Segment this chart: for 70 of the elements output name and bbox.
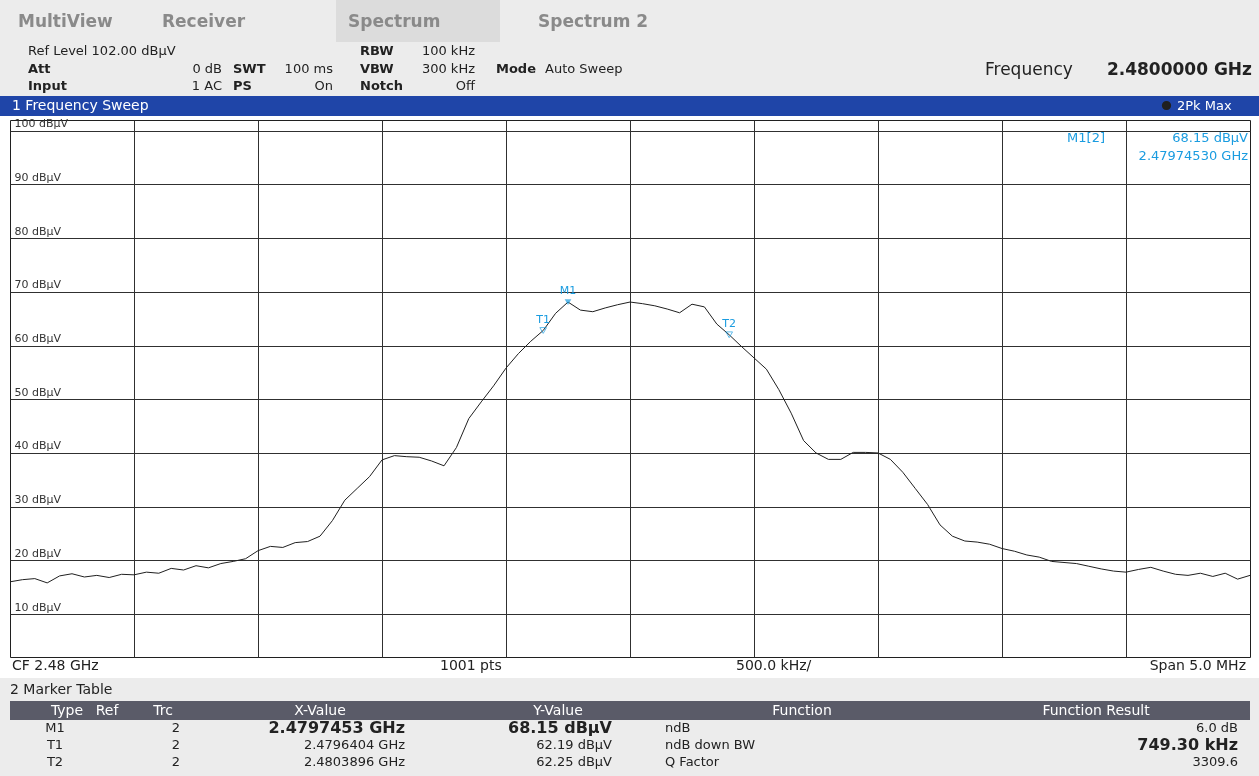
data-label: T2 [721, 316, 737, 330]
text: 2.4796404 GHz [303, 737, 406, 752]
text: Y-Value [532, 702, 583, 718]
text: Input [28, 78, 67, 93]
y-tick-label: 100 dBµV [14, 117, 69, 131]
text: 3309.6 [1192, 754, 1238, 769]
text: 300 kHz [421, 61, 476, 76]
annotation: CF 2.48 GHz [12, 657, 99, 673]
text: 2 [171, 754, 181, 769]
text: 2.4803896 GHz [303, 754, 406, 769]
text: X-Value [294, 702, 346, 718]
text: 0 dB [192, 61, 222, 76]
y-tick-label: 50 dBµV [14, 385, 62, 399]
text: Function Result [1042, 702, 1151, 718]
y-tick-label: 90 dBµV [14, 170, 62, 184]
text: VBW [360, 61, 394, 76]
text: Q Factor [665, 754, 720, 769]
annotation: 68.15 dBµV [1172, 130, 1249, 145]
text: On [314, 78, 333, 93]
text: 2 [171, 737, 181, 752]
text: 100 kHz [421, 43, 476, 58]
text: MultiView [18, 11, 114, 31]
text: RBW [360, 43, 394, 58]
y-tick-label: 10 dBµV [14, 600, 62, 614]
text: Trc [152, 702, 173, 718]
text: Ref Level 102.00 dBµV [28, 43, 176, 58]
annotation: M1[2] [1067, 130, 1105, 145]
text: Frequency [985, 59, 1073, 79]
text: 62.25 dBµV [536, 754, 613, 769]
chart-title: 1 Frequency Sweep [12, 97, 149, 113]
text: 2 Marker Table [10, 681, 113, 697]
text: 749.30 kHz [1137, 735, 1238, 754]
annotation: 500.0 kHz/ [736, 657, 812, 673]
text: Function [772, 702, 832, 718]
annotation: 1001 pts [440, 657, 502, 673]
text: 2.4797453 GHz [268, 718, 405, 737]
text: 6.0 dB [1196, 720, 1238, 735]
text: Type [49, 702, 84, 718]
text: 1 AC [191, 78, 222, 93]
y-tick-label: 40 dBµV [14, 439, 62, 453]
text: Auto Sweep [545, 61, 623, 76]
text: Att [28, 61, 51, 76]
text: Notch [360, 78, 403, 93]
text: 2.4800000 GHz [1106, 59, 1253, 79]
y-tick-label: 70 dBµV [14, 278, 62, 292]
text: Receiver [162, 11, 246, 31]
text: T2 [45, 754, 64, 769]
annotation: 2.47974530 GHz [1138, 148, 1249, 163]
text: SWT [233, 61, 266, 76]
text: 2 [171, 720, 181, 735]
text: 100 ms [284, 61, 334, 76]
text: Ref [95, 702, 120, 718]
legend-label: 2Pk Max [1177, 97, 1232, 113]
text: M1 [45, 720, 65, 735]
data-label: T1 [535, 312, 551, 326]
text: Spectrum [348, 11, 441, 31]
y-tick-label: 20 dBµV [14, 546, 62, 560]
text: ndB [665, 720, 691, 735]
annotation: Span 5.0 MHz [1149, 657, 1246, 673]
y-tick-label: 80 dBµV [14, 224, 62, 238]
y-tick-label: 60 dBµV [14, 332, 62, 346]
text: Off [455, 78, 477, 93]
text: Mode [496, 61, 537, 76]
text: ndB down BW [665, 737, 756, 752]
text: 68.15 dBµV [508, 718, 613, 737]
text: T1 [45, 737, 64, 752]
y-tick-label: 30 dBµV [14, 493, 62, 507]
text: PS [233, 78, 252, 93]
text: 62.19 dBµV [536, 737, 613, 752]
text: Spectrum 2 [538, 11, 649, 31]
